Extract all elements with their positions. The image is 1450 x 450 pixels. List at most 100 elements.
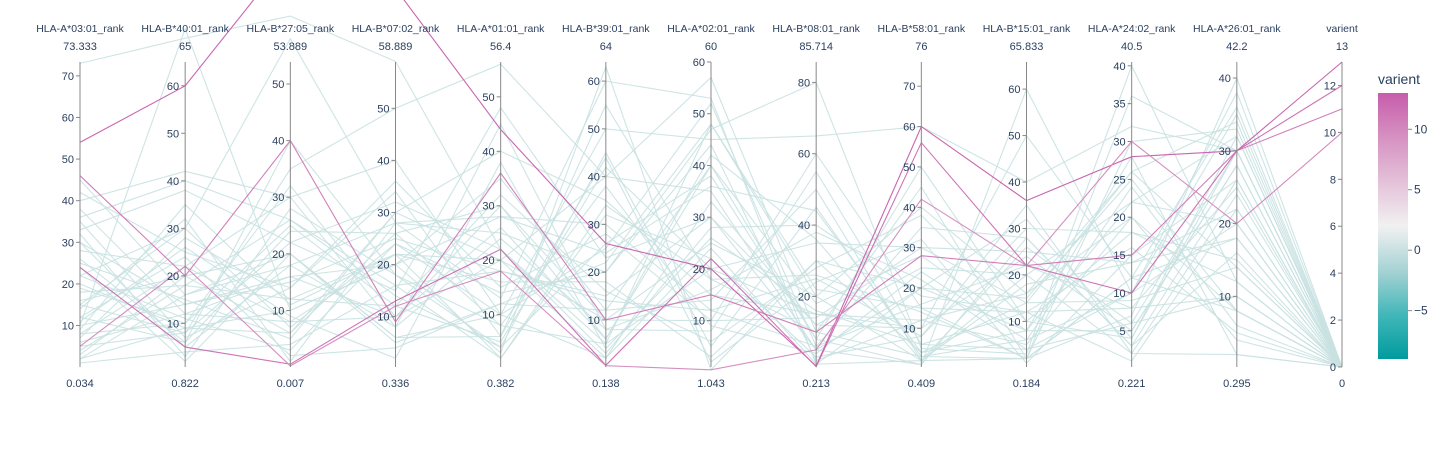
axis-tick-label: 40 — [482, 146, 494, 158]
axis-tick-label: 40 — [377, 155, 389, 167]
axis-min-label: 1.043 — [697, 378, 725, 390]
colorbar-gradient — [1378, 93, 1408, 359]
axis-tick-label: 20 — [1219, 219, 1231, 231]
axis-title: HLA-B*39:01_rank — [562, 23, 650, 35]
axis-title: HLA-B*08:01_rank — [772, 23, 860, 35]
axis-tick-label: 10 — [588, 315, 600, 327]
axis-tick-label: 20 — [482, 255, 494, 267]
axis-tick-label: 10 — [167, 318, 179, 330]
axis-max-label: 60 — [705, 41, 717, 53]
axis-min-label: 0.295 — [1223, 378, 1251, 390]
axis-tick-label: 10 — [1113, 288, 1125, 300]
axis: HLA-A*03:01_rank 73.333 0.034 10 20 30 40 50 60 7… — [36, 23, 124, 390]
axis-min-label: 0 — [1339, 378, 1345, 390]
axis-tick-label: 50 — [167, 128, 179, 140]
axis-tick-label: 30 — [62, 237, 74, 249]
axis-title: HLA-B*15:01_rank — [983, 23, 1071, 35]
axis-min-label: 0.184 — [1013, 378, 1041, 390]
axis-tick-label: 40 — [272, 136, 284, 148]
axis-tick-label: 60 — [588, 76, 600, 88]
axis: HLA-B*15:01_rank 65.833 0.184 10 20 30 40 50 60 — [983, 23, 1071, 390]
axis-min-label: 0.382 — [487, 378, 515, 390]
axis-tick-label: 20 — [903, 283, 915, 295]
axis-max-label: 65 — [179, 41, 191, 53]
axis-tick-label: 30 — [272, 192, 284, 204]
colorbar-tick-label: 5 — [1414, 183, 1421, 197]
axis-tick-label: 20 — [1008, 270, 1020, 282]
axis-tick-label: 80 — [798, 77, 810, 89]
axis-title: HLA-B*07:02_rank — [352, 23, 440, 35]
axis-tick-label: 40 — [798, 220, 810, 232]
axis-title: HLA-B*27:05_rank — [247, 23, 335, 35]
axis-tick-label: 10 — [1008, 316, 1020, 328]
axis-tick-label: 50 — [693, 109, 705, 121]
axis-tick-label: 60 — [693, 57, 705, 69]
axis-tick-label: 60 — [903, 122, 915, 134]
axis-tick-label: 30 — [482, 201, 494, 213]
axis-tick-label: 35 — [1113, 99, 1125, 111]
axis-tick-label: 20 — [272, 249, 284, 261]
axis-tick-label: 4 — [1330, 268, 1336, 280]
axis: varient 13 00 2 4 6 8 10 12 — [1324, 23, 1358, 390]
axis-tick-label: 30 — [693, 212, 705, 224]
axis-title: varient — [1326, 23, 1358, 35]
axis-tick-label: 20 — [693, 264, 705, 276]
axis-min-label: 0.138 — [592, 378, 620, 390]
axis-tick-label: 5 — [1120, 326, 1126, 338]
axis-tick-label: 40 — [1219, 73, 1231, 85]
axis-tick-label: 70 — [903, 81, 915, 93]
axis-tick-label: 30 — [1219, 146, 1231, 158]
axis-tick-label: 50 — [62, 154, 74, 166]
axis-tick-label: 20 — [1113, 212, 1125, 224]
axis-tick-label: 20 — [377, 260, 389, 272]
axis-tick-label: 10 — [377, 312, 389, 324]
colorbar-title: varient — [1378, 71, 1420, 87]
axes: HLA-A*03:01_rank73.3330.0341020304050607… — [36, 23, 1358, 390]
axis-max-label: 76 — [915, 41, 927, 53]
axis: HLA-B*27:05_rank 53.889 0.007 10 20 30 40 50 — [247, 23, 335, 390]
axis-tick-label: 50 — [903, 162, 915, 174]
axis-tick-label: 70 — [62, 71, 74, 83]
axis-min-label: 0.034 — [66, 378, 94, 390]
axis-tick-label: 40 — [588, 172, 600, 184]
axis-tick-label: 50 — [377, 103, 389, 115]
axis-min-label: 0.007 — [277, 378, 305, 390]
axis-max-label: 58.889 — [379, 41, 413, 53]
axis-title: HLA-B*40:01_rank — [141, 23, 229, 35]
axis-tick-label: 60 — [167, 81, 179, 93]
axis-tick-label: 15 — [1113, 250, 1125, 262]
axis-max-label: 53.889 — [274, 41, 308, 53]
axis-min-label: 0.336 — [382, 378, 410, 390]
axis-tick-label: 40 — [903, 202, 915, 214]
axis-max-label: 56.4 — [490, 41, 511, 53]
axis-max-label: 65.833 — [1010, 41, 1044, 53]
colorbar-tick-label: 10 — [1414, 122, 1428, 136]
axis-title: HLA-A*02:01_rank — [667, 23, 755, 35]
axis-tick-label: 50 — [272, 79, 284, 91]
axis-tick-label: 40 — [167, 176, 179, 188]
axis: HLA-A*02:01_rank 60 1.043 10 20 30 40 50 60 — [667, 23, 755, 390]
axis: HLA-B*58:01_rank 76 0.409 10 20 30 40 50 60 70 — [878, 23, 966, 390]
axis: HLA-A*01:01_rank 56.4 0.382 10 20 30 40 50 — [457, 23, 545, 390]
axis-tick-label: 0 — [1330, 362, 1336, 374]
axis-tick-label: 50 — [1008, 131, 1020, 143]
axis-max-label: 64 — [600, 41, 612, 53]
axis: HLA-A*24:02_rank 40.5 0.221 5 10 15 20 25 30 35 40 — [1088, 23, 1176, 390]
axis-title: HLA-A*01:01_rank — [457, 23, 545, 35]
axis-tick-label: 60 — [62, 112, 74, 124]
colorbar-ticks: −5 0 5 10 — [1408, 122, 1428, 318]
axis-max-label: 42.2 — [1226, 41, 1247, 53]
axis-tick-label: 40 — [62, 196, 74, 208]
axis-tick-label: 30 — [588, 219, 600, 231]
axis-tick-label: 10 — [1219, 291, 1231, 303]
axis-max-label: 85.714 — [799, 41, 833, 53]
axis-tick-label: 10 — [903, 323, 915, 335]
axis-tick-label: 40 — [1008, 177, 1020, 189]
axis-tick-label: 8 — [1330, 174, 1336, 186]
axis-title: HLA-B*58:01_rank — [878, 23, 966, 35]
axis-title: HLA-A*03:01_rank — [36, 23, 124, 35]
axis-title: HLA-A*24:02_rank — [1088, 23, 1176, 35]
axis-tick-label: 20 — [167, 271, 179, 283]
colorbar-tick-label: 0 — [1414, 243, 1421, 257]
axis-tick-label: 60 — [1008, 84, 1020, 96]
